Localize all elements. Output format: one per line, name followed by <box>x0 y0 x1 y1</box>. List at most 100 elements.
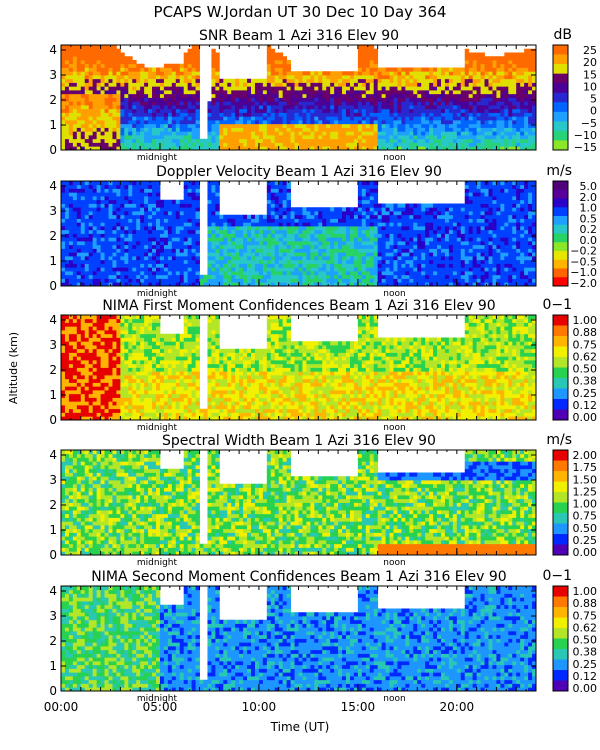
heatmap-cell <box>100 135 105 140</box>
heatmap-cell <box>282 146 288 151</box>
heatmap-cell <box>346 211 351 216</box>
heatmap-cell <box>274 127 280 132</box>
heatmap-cell <box>361 97 367 102</box>
heatmap-cell <box>330 218 335 223</box>
heatmap-cell <box>187 184 193 189</box>
heatmap-cell <box>183 241 189 246</box>
heatmap-cell <box>211 97 216 102</box>
heatmap-cell <box>183 60 189 65</box>
heatmap-cell <box>112 56 117 61</box>
heatmap-cell <box>357 127 363 132</box>
heatmap-cell <box>112 278 117 283</box>
heatmap-cell <box>476 120 481 125</box>
heatmap-cell <box>492 71 497 76</box>
heatmap-cell <box>361 56 367 61</box>
heatmap-cell <box>227 101 232 106</box>
heatmap-cell <box>136 101 141 106</box>
heatmap-cell <box>251 226 256 231</box>
heatmap-cell <box>361 218 367 223</box>
heatmap-cell <box>306 278 311 283</box>
heatmap-cell <box>124 233 129 238</box>
heatmap-cell <box>528 78 533 83</box>
heatmap-cell <box>128 116 133 121</box>
heatmap-cell <box>148 67 153 72</box>
heatmap-cell <box>88 82 94 87</box>
heatmap-cell <box>227 142 232 147</box>
heatmap-cell <box>235 252 240 257</box>
heatmap-cell <box>191 237 196 242</box>
heatmap-cell <box>369 181 375 186</box>
marker-label-noon: noon <box>383 153 405 163</box>
heatmap-cell <box>140 244 145 249</box>
heatmap-cell <box>215 90 220 95</box>
heatmap-cell <box>258 86 264 91</box>
heatmap-cell <box>353 237 359 242</box>
heatmap-cell <box>179 222 185 227</box>
heatmap-cell <box>278 196 284 201</box>
heatmap-cell <box>314 82 319 87</box>
heatmap-cell <box>512 112 517 117</box>
heatmap-cell <box>92 56 98 61</box>
heatmap-cell <box>302 108 307 113</box>
heatmap-cell <box>88 233 94 238</box>
heatmap-cell <box>159 237 165 242</box>
heatmap-cell <box>369 203 375 208</box>
heatmap-cell <box>156 181 161 186</box>
heatmap-cell <box>270 214 276 219</box>
heatmap-cell <box>104 271 109 276</box>
heatmap-cell <box>286 71 291 76</box>
heatmap-cell <box>314 259 319 264</box>
heatmap-cell <box>124 267 129 272</box>
heatmap-cell <box>361 93 367 98</box>
heatmap-cell <box>96 123 101 128</box>
heatmap-cell <box>231 233 236 238</box>
heatmap-cell <box>76 60 82 65</box>
heatmap-cell <box>211 241 216 246</box>
heatmap-cell <box>171 75 177 80</box>
heatmap-cell <box>270 248 276 253</box>
heatmap-cell <box>187 105 193 110</box>
heatmap-cell <box>152 199 157 204</box>
heatmap-cell <box>322 229 327 234</box>
heatmap-cell <box>441 123 446 128</box>
heatmap-cell <box>357 226 363 231</box>
y-axis-label: Altitude (km) <box>7 332 20 404</box>
heatmap-cell <box>88 45 94 50</box>
heatmap-cell <box>393 278 398 283</box>
heatmap-cell <box>349 226 355 231</box>
heatmap-cell <box>247 271 252 276</box>
heatmap-cell <box>389 78 394 83</box>
heatmap-cell <box>365 56 371 61</box>
heatmap-cell <box>219 127 224 132</box>
heatmap-cell <box>262 282 268 287</box>
heatmap-cell <box>417 138 422 143</box>
heatmap-cell <box>516 112 521 117</box>
heatmap-cell <box>464 86 470 91</box>
heatmap-cell <box>334 229 339 234</box>
heatmap-cell <box>112 188 117 193</box>
heatmap-cell <box>357 120 363 125</box>
heatmap-cell <box>195 142 200 147</box>
heatmap-cell <box>88 271 94 276</box>
heatmap-cell <box>488 56 493 61</box>
heatmap-cell <box>144 131 149 136</box>
heatmap-cell <box>417 101 422 106</box>
heatmap-cell <box>120 271 125 276</box>
heatmap-cell <box>235 123 240 128</box>
heatmap-cell <box>512 138 517 143</box>
heatmap-cell <box>191 274 196 279</box>
heatmap-cell <box>314 90 319 95</box>
heatmap-cell <box>116 123 121 128</box>
heatmap-cell <box>274 181 280 186</box>
heatmap-cell <box>211 229 216 234</box>
heatmap-cell <box>290 116 295 121</box>
heatmap-cell <box>215 108 220 113</box>
heatmap-cell <box>266 101 272 106</box>
heatmap-cell <box>92 146 98 151</box>
heatmap-cell <box>104 252 109 257</box>
heatmap-cell <box>365 135 371 140</box>
heatmap-cell <box>405 116 410 121</box>
heatmap-cell <box>353 211 359 216</box>
heatmap-cell <box>195 218 200 223</box>
heatmap-cell <box>175 214 181 219</box>
